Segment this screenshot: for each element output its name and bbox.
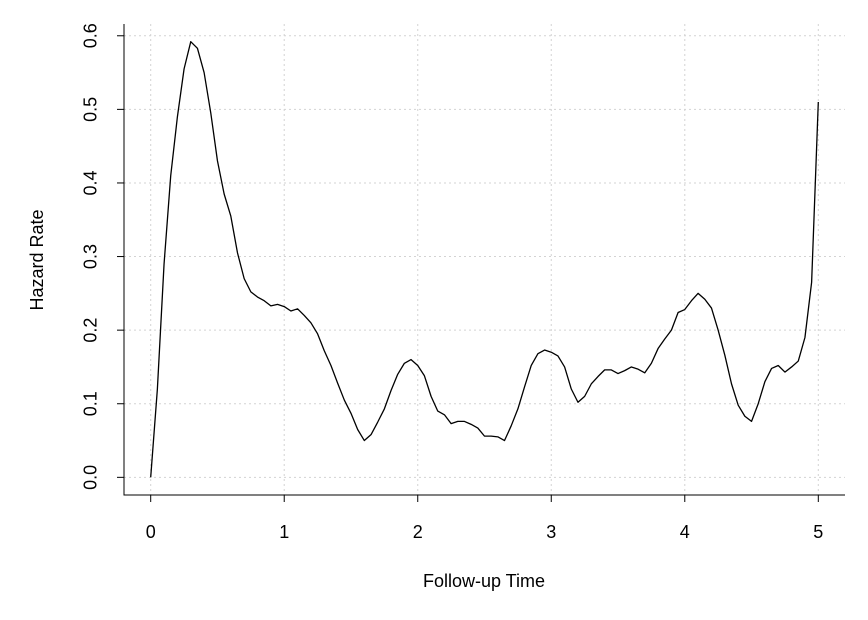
x-tick-label: 3 bbox=[546, 522, 556, 542]
y-tick-label: 0.0 bbox=[81, 465, 101, 490]
y-tick-label: 0.2 bbox=[81, 318, 101, 343]
x-tick-label: 2 bbox=[413, 522, 423, 542]
x-tick-label: 4 bbox=[680, 522, 690, 542]
grid bbox=[124, 24, 845, 495]
y-tick-label: 0.3 bbox=[81, 244, 101, 269]
x-tick-label: 0 bbox=[146, 522, 156, 542]
hazard-line bbox=[150, 41, 819, 478]
y-tick-label: 0.1 bbox=[81, 391, 101, 416]
y-axis-label: Hazard Rate bbox=[27, 209, 47, 310]
x-tick-label: 5 bbox=[813, 522, 823, 542]
y-tick-label: 0.4 bbox=[81, 170, 101, 195]
axis-frame bbox=[123, 24, 845, 496]
y-tick-label: 0.5 bbox=[81, 97, 101, 122]
x-tick-label: 1 bbox=[279, 522, 289, 542]
x-axis-label: Follow-up Time bbox=[423, 571, 545, 591]
y-tick-label: 0.6 bbox=[81, 23, 101, 48]
